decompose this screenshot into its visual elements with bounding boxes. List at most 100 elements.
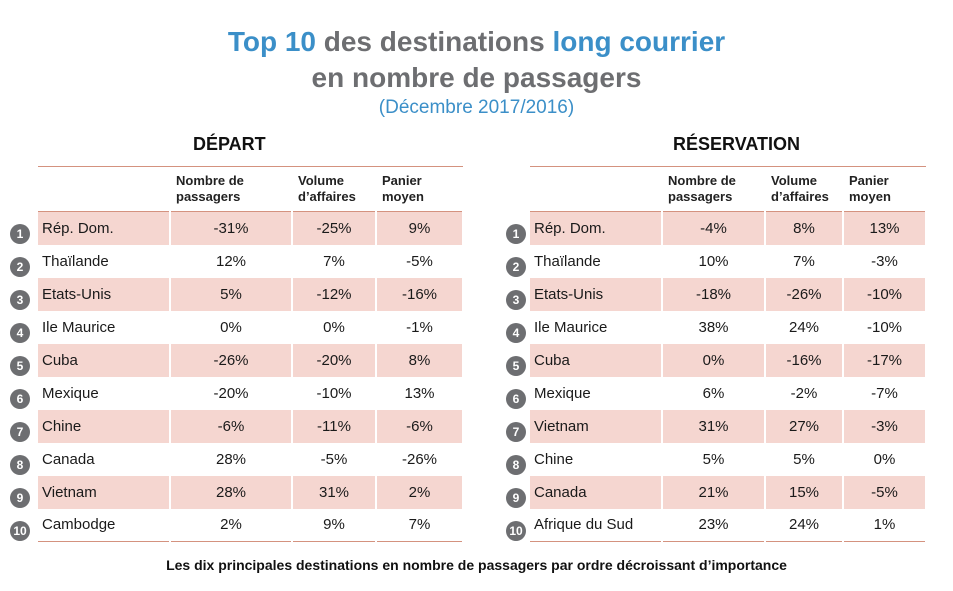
header-volume: Volume d’affaires — [765, 166, 843, 212]
rank-badge: 7 — [10, 422, 30, 442]
table-body-reservation: Rép. Dom. -4% 8% 13% Thaïlande 10% 7% -3% Etats-… — [530, 211, 927, 542]
rank-badge: 5 — [506, 356, 526, 376]
volume-value: -11% — [292, 409, 377, 443]
destination-name: Afrique du Sud — [530, 508, 663, 542]
panier-value: -5% — [843, 475, 927, 509]
table-row: Thaïlande 10% 7% -3% — [530, 244, 927, 278]
passagers-value: 31% — [662, 409, 766, 443]
destination-name: Rép. Dom. — [530, 211, 663, 245]
destination-name: Thaïlande — [38, 244, 171, 278]
passagers-value: 0% — [170, 310, 293, 344]
passagers-value: 38% — [662, 310, 766, 344]
rank-badge: 8 — [506, 455, 526, 475]
header-destination — [530, 166, 662, 212]
header-passagers: Nombre de passagers — [170, 166, 292, 212]
volume-value: -12% — [292, 277, 377, 311]
panier-value: -3% — [843, 244, 927, 278]
rank-badge: 1 — [10, 224, 30, 244]
panier-value: -7% — [843, 376, 927, 410]
volume-value: 7% — [292, 244, 377, 278]
volume-value: 15% — [765, 475, 844, 509]
volume-value: 8% — [765, 211, 844, 245]
panier-value: -17% — [843, 343, 927, 377]
volume-value: 5% — [765, 442, 844, 476]
table-depart: Nombre de passagers Volume d’affaires Pa… — [38, 166, 464, 542]
volume-value: -5% — [292, 442, 377, 476]
table-row: Vietnam 31% 27% -3% — [530, 409, 927, 443]
rank-badge: 4 — [506, 323, 526, 343]
destination-name: Rép. Dom. — [38, 211, 171, 245]
panier-value: -10% — [843, 310, 927, 344]
rank-badge: 2 — [506, 257, 526, 277]
rank-badge: 3 — [10, 290, 30, 310]
passagers-value: 10% — [662, 244, 766, 278]
passagers-value: 28% — [170, 442, 293, 476]
passagers-value: 2% — [170, 508, 293, 542]
table-row: Chine -6% -11% -6% — [38, 409, 464, 443]
panier-value: -5% — [376, 244, 464, 278]
rank-badge: 1 — [506, 224, 526, 244]
chart-period: (Décembre 2017/2016) — [378, 97, 575, 118]
header-panier: Panier moyen — [843, 166, 926, 212]
panier-value: -26% — [376, 442, 464, 476]
passagers-value: -18% — [662, 277, 766, 311]
destination-name: Ile Maurice — [530, 310, 663, 344]
destination-name: Cambodge — [38, 508, 171, 542]
panier-value: 1% — [843, 508, 927, 542]
rank-badge: 5 — [10, 356, 30, 376]
panier-value: 8% — [376, 343, 464, 377]
volume-value: 9% — [292, 508, 377, 542]
table-row: Etats-Unis -18% -26% -10% — [530, 277, 927, 311]
table-row: Canada 28% -5% -26% — [38, 442, 464, 476]
table-reservation: Nombre de passagers Volume d’affaires Pa… — [530, 166, 927, 542]
passagers-value: -31% — [170, 211, 293, 245]
panier-value: 9% — [376, 211, 464, 245]
passagers-value: 21% — [662, 475, 766, 509]
volume-value: -16% — [765, 343, 844, 377]
destination-name: Chine — [38, 409, 171, 443]
panier-value: -6% — [376, 409, 464, 443]
volume-value: -25% — [292, 211, 377, 245]
table-row: Mexique 6% -2% -7% — [530, 376, 927, 410]
destination-name: Cuba — [38, 343, 171, 377]
chart-title-line2: en nombre de passagers — [311, 62, 642, 93]
panier-value: 13% — [843, 211, 927, 245]
header-destination — [38, 166, 170, 212]
rank-badge: 2 — [10, 257, 30, 277]
rank-badge: 6 — [506, 389, 526, 409]
volume-value: -20% — [292, 343, 377, 377]
panier-value: -3% — [843, 409, 927, 443]
volume-value: -2% — [765, 376, 844, 410]
volume-value: -10% — [292, 376, 377, 410]
destination-name: Etats-Unis — [38, 277, 171, 311]
table-row: Rép. Dom. -31% -25% 9% — [38, 211, 464, 245]
volume-value: 27% — [765, 409, 844, 443]
destination-name: Canada — [38, 442, 171, 476]
table-row: Cuba 0% -16% -17% — [530, 343, 927, 377]
table-row: Mexique -20% -10% 13% — [38, 376, 464, 410]
rank-badge: 7 — [506, 422, 526, 442]
destination-name: Vietnam — [530, 409, 663, 443]
table-row: Ile Maurice 38% 24% -10% — [530, 310, 927, 344]
volume-value: -26% — [765, 277, 844, 311]
table-row: Afrique du Sud 23% 24% 1% — [530, 508, 927, 542]
header-panier: Panier moyen — [376, 166, 463, 212]
table-row: Ile Maurice 0% 0% -1% — [38, 310, 464, 344]
table-row: Rép. Dom. -4% 8% 13% — [530, 211, 927, 245]
panier-value: -10% — [843, 277, 927, 311]
table-row: Canada 21% 15% -5% — [530, 475, 927, 509]
panier-value: 2% — [376, 475, 464, 509]
destination-name: Vietnam — [38, 475, 171, 509]
table-body-depart: Rép. Dom. -31% -25% 9% Thaïlande 12% 7% -5% Etat… — [38, 211, 464, 542]
table-row: Thaïlande 12% 7% -5% — [38, 244, 464, 278]
passagers-value: 5% — [170, 277, 293, 311]
panier-value: 0% — [843, 442, 927, 476]
passagers-value: 5% — [662, 442, 766, 476]
table-row: Chine 5% 5% 0% — [530, 442, 927, 476]
destination-name: Mexique — [530, 376, 663, 410]
rank-badge: 10 — [10, 521, 30, 541]
title-top10: Top 10 — [227, 26, 316, 57]
volume-value: 24% — [765, 508, 844, 542]
volume-value: 0% — [292, 310, 377, 344]
header-passagers: Nombre de passagers — [662, 166, 765, 212]
